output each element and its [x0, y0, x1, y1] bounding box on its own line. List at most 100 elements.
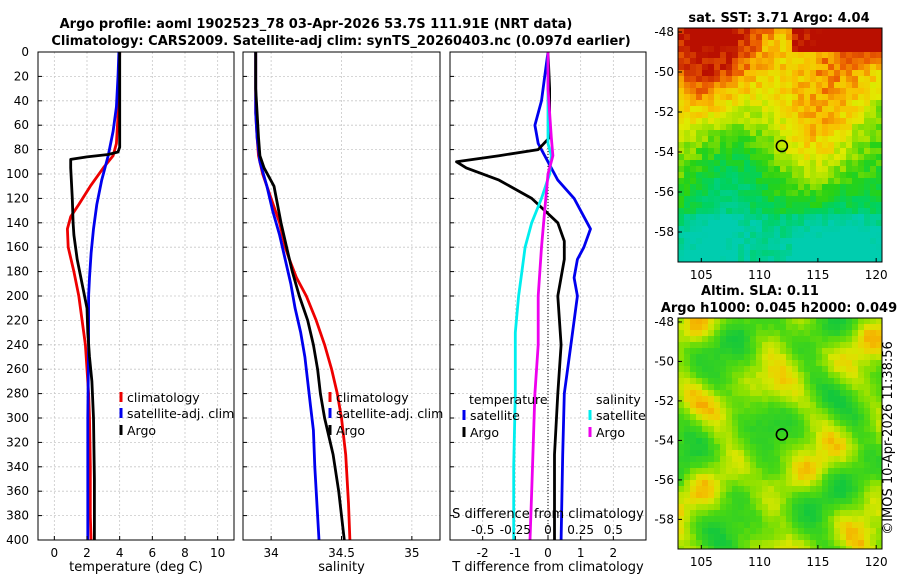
heatmap-cell [858, 528, 865, 535]
heatmap-cell [744, 384, 751, 391]
heatmap-cell [732, 94, 739, 101]
heatmap-cell [744, 28, 751, 35]
heatmap-cell [708, 378, 715, 385]
heatmap-cell [834, 220, 841, 227]
heatmap-cell [720, 318, 727, 325]
heatmap-cell [678, 256, 685, 262]
heatmap-cell [726, 148, 733, 155]
heatmap-cell [816, 34, 823, 41]
heatmap-cell [774, 82, 781, 89]
heatmap-cell [864, 486, 871, 493]
heatmap-cell [708, 172, 715, 179]
heatmap-cell [702, 190, 709, 197]
heatmap-cell [720, 148, 727, 155]
heatmap-cell [804, 318, 811, 325]
heatmap-cell [816, 390, 823, 397]
heatmap-cell [762, 82, 769, 89]
heatmap-cell [834, 534, 841, 541]
heatmap-cell [858, 256, 865, 262]
legend-label: climatology [336, 390, 409, 405]
heatmap-cell [678, 366, 685, 373]
heatmap-cell [876, 354, 882, 361]
heatmap-cell [864, 414, 871, 421]
heatmap-cell [864, 160, 871, 167]
heatmap-cell [840, 348, 847, 355]
heatmap-cell [840, 148, 847, 155]
heatmap-cell [810, 372, 817, 379]
heatmap-cell [678, 330, 685, 337]
heatmap-cell [714, 384, 721, 391]
heatmap-cell [696, 154, 703, 161]
heatmap-cell [852, 136, 859, 143]
heatmap-cell [816, 378, 823, 385]
heatmap-cell [840, 40, 847, 47]
heatmap-cell [732, 426, 739, 433]
heatmap-cell [816, 76, 823, 83]
heatmap-cell [696, 124, 703, 131]
heatmap-cell [816, 474, 823, 481]
heatmap-cell [726, 354, 733, 361]
heatmap-cell [864, 184, 871, 191]
heatmap-cell [858, 462, 865, 469]
heatmap-cell [720, 390, 727, 397]
heatmap-cell [744, 82, 751, 89]
heatmap-cell [762, 112, 769, 119]
y-tick-label: 80 [14, 143, 29, 157]
heatmap-cell [678, 504, 685, 511]
heatmap-cell [876, 88, 882, 95]
heatmap-cell [768, 336, 775, 343]
heatmap-cell [720, 178, 727, 185]
heatmap-cell [690, 106, 697, 113]
heatmap-cell [792, 498, 799, 505]
heatmap-cell [810, 64, 817, 71]
heatmap-cell [840, 420, 847, 427]
heatmap-cell [828, 414, 835, 421]
heatmap-cell [714, 336, 721, 343]
heatmap-cell [834, 504, 841, 511]
heatmap-cell [870, 160, 877, 167]
heatmap-cell [744, 336, 751, 343]
heatmap-cell [852, 130, 859, 137]
heatmap-cell [792, 450, 799, 457]
heatmap-cell [714, 208, 721, 215]
heatmap-cell [684, 112, 691, 119]
heatmap-cell [708, 70, 715, 77]
heatmap-cell [696, 378, 703, 385]
heatmap-cell [816, 510, 823, 517]
heatmap-cell [756, 504, 763, 511]
heatmap-cell [810, 46, 817, 53]
heatmap-cell [810, 336, 817, 343]
heatmap-cell [870, 226, 877, 233]
heatmap-cell [696, 214, 703, 221]
heatmap-cell [864, 492, 871, 499]
heatmap-cell [678, 324, 685, 331]
heatmap-cell [696, 498, 703, 505]
heatmap-cell [810, 178, 817, 185]
heatmap-cell [756, 420, 763, 427]
heatmap-cell [762, 64, 769, 71]
heatmap-cell [858, 112, 865, 119]
heatmap-cell [726, 336, 733, 343]
heatmap-cell [732, 342, 739, 349]
heatmap-cell [816, 178, 823, 185]
heatmap-cell [816, 480, 823, 487]
legend-label: Argo [336, 423, 365, 438]
heatmap-cell [762, 136, 769, 143]
heatmap-cell [798, 540, 805, 547]
heatmap-cell [834, 82, 841, 89]
difference-panel: -2 -1 0 1 2T difference from climatologytemp… [449, 51, 647, 575]
heatmap-cell [870, 76, 877, 83]
heatmap-cell [744, 166, 751, 173]
heatmap-cell [864, 232, 871, 239]
heatmap-cell [690, 244, 697, 251]
heatmap-cell [684, 540, 691, 547]
heatmap-cell [846, 402, 853, 409]
heatmap-cell [870, 58, 877, 65]
heatmap-cell [804, 88, 811, 95]
heatmap-cell [708, 486, 715, 493]
heatmap-cell [876, 64, 882, 71]
s-axis-label: S difference from climatology [452, 507, 644, 522]
heatmap-cell [756, 64, 763, 71]
heatmap-cell [840, 172, 847, 179]
heatmap-cell [738, 250, 745, 257]
